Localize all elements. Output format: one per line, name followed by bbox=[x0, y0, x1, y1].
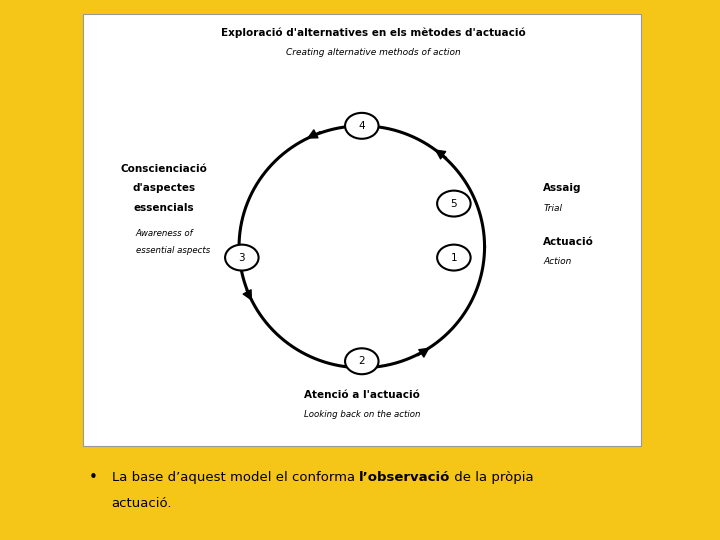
Text: de la pròpia: de la pròpia bbox=[450, 471, 534, 484]
Text: Exploració d'alternatives en els mètodes d'actuació: Exploració d'alternatives en els mètodes… bbox=[220, 28, 526, 38]
Text: Conscienciació: Conscienciació bbox=[120, 164, 207, 174]
Text: Trial: Trial bbox=[543, 204, 562, 213]
Text: 4: 4 bbox=[359, 121, 365, 131]
Text: La base d’aquest model el conforma: La base d’aquest model el conforma bbox=[112, 471, 359, 484]
Circle shape bbox=[437, 245, 471, 271]
Circle shape bbox=[345, 348, 379, 374]
Text: Actuació: Actuació bbox=[543, 238, 594, 247]
Text: 5: 5 bbox=[451, 199, 457, 208]
FancyBboxPatch shape bbox=[83, 14, 641, 445]
Text: Assaig: Assaig bbox=[543, 184, 582, 193]
Text: essencials: essencials bbox=[133, 203, 194, 213]
Circle shape bbox=[345, 113, 379, 139]
Text: 3: 3 bbox=[238, 253, 245, 262]
Text: Looking back on the action: Looking back on the action bbox=[304, 410, 420, 419]
Text: l’observació: l’observació bbox=[359, 471, 450, 484]
Text: 1: 1 bbox=[451, 253, 457, 262]
Text: Action: Action bbox=[543, 258, 572, 266]
Text: essential aspects: essential aspects bbox=[136, 246, 210, 255]
Text: •: • bbox=[89, 470, 98, 485]
Text: 2: 2 bbox=[359, 356, 365, 366]
Text: Creating alternative methods of action: Creating alternative methods of action bbox=[286, 48, 460, 57]
Circle shape bbox=[225, 245, 258, 271]
Circle shape bbox=[437, 191, 471, 217]
Text: d'aspectes: d'aspectes bbox=[132, 184, 195, 193]
Text: Atenció a l'actuació: Atenció a l'actuació bbox=[304, 389, 420, 400]
Text: actuació.: actuació. bbox=[112, 497, 172, 510]
Text: Awareness of: Awareness of bbox=[136, 230, 194, 238]
